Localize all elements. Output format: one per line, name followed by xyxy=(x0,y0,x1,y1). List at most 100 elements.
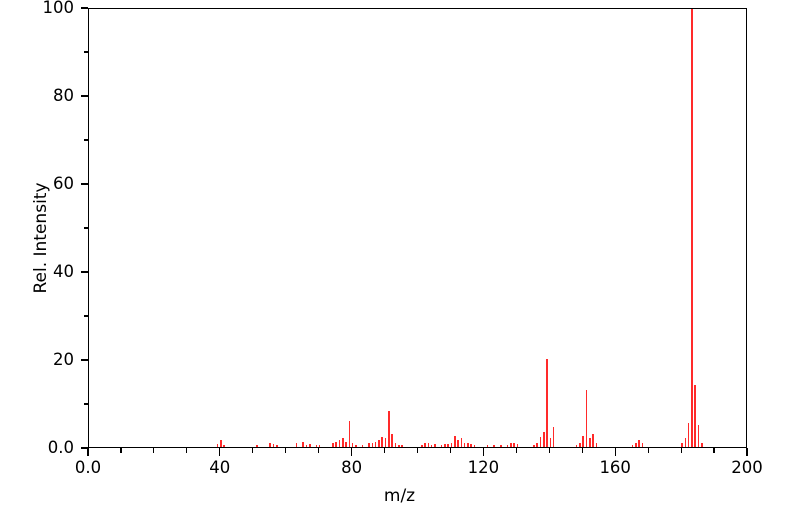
peak-line xyxy=(295,442,298,447)
peak-line xyxy=(256,444,258,447)
peak-line xyxy=(546,359,548,447)
peak-line xyxy=(486,444,489,447)
peak-line xyxy=(341,438,344,447)
x-tick-major xyxy=(614,448,616,456)
peak-line xyxy=(430,444,433,447)
x-tick-minor xyxy=(186,448,188,453)
x-tick-label: 160 xyxy=(599,458,631,477)
peak-line xyxy=(308,443,311,447)
y-tick-label: 60 xyxy=(53,173,74,193)
x-tick-major xyxy=(87,448,89,456)
peak-line xyxy=(506,444,509,447)
y-tick-major xyxy=(81,359,88,361)
x-tick-minor xyxy=(285,448,287,453)
peak-line xyxy=(427,442,430,447)
peak-line xyxy=(378,440,380,447)
peak-line xyxy=(694,385,697,447)
peak-line xyxy=(552,427,555,447)
peak-line xyxy=(701,443,703,447)
peak-line xyxy=(509,442,512,447)
peak-line xyxy=(355,444,357,447)
y-tick-label: 20 xyxy=(53,349,74,369)
peak-line xyxy=(305,444,308,447)
x-tick-minor xyxy=(416,448,419,453)
y-tick-major xyxy=(81,95,88,97)
peak-line xyxy=(460,438,463,447)
peak-line xyxy=(697,425,700,447)
y-tick-minor xyxy=(84,315,88,317)
y-tick-major xyxy=(81,183,88,185)
peak-line xyxy=(467,442,469,447)
x-tick-minor xyxy=(713,448,715,453)
peak-line xyxy=(687,422,690,447)
peak-line xyxy=(272,444,275,447)
peak-line xyxy=(388,410,390,447)
y-tick-minor xyxy=(84,51,88,53)
peak-line xyxy=(374,441,377,447)
peak-line xyxy=(453,436,456,447)
peak-line xyxy=(381,437,384,447)
peak-line xyxy=(681,442,683,447)
peak-line xyxy=(220,440,222,447)
peak-line xyxy=(302,441,304,447)
x-tick-label: 120 xyxy=(467,458,500,477)
peak-line xyxy=(470,444,472,447)
y-tick-major xyxy=(81,447,88,449)
x-tick-minor xyxy=(252,448,254,453)
peak-line xyxy=(216,444,219,447)
x-tick-minor xyxy=(581,448,583,453)
x-tick-label: 80 xyxy=(341,458,363,477)
peak-line xyxy=(457,439,459,447)
x-tick-major xyxy=(482,448,485,456)
peak-line xyxy=(345,441,347,447)
peak-line xyxy=(595,443,598,447)
peak-line xyxy=(638,440,641,447)
x-axis-label: m/z xyxy=(383,486,416,506)
peak-line xyxy=(368,443,370,447)
plot-area xyxy=(88,8,747,448)
peak-line xyxy=(424,443,426,447)
peak-line xyxy=(635,442,637,447)
peak-line xyxy=(335,442,337,447)
peak-line xyxy=(539,437,542,447)
x-tick-label: 0.0 xyxy=(74,458,102,477)
peak-line xyxy=(579,442,581,447)
peak-line xyxy=(351,442,354,447)
spectrum-peaks xyxy=(89,9,746,447)
peak-line xyxy=(361,444,364,447)
x-tick-major xyxy=(350,448,353,456)
y-tick-label: 0.0 xyxy=(47,437,74,457)
y-tick-major xyxy=(81,271,88,273)
peak-line xyxy=(536,442,538,447)
peak-line xyxy=(420,444,423,447)
peak-line xyxy=(338,440,341,447)
x-tick-minor xyxy=(318,448,320,453)
x-tick-minor xyxy=(449,448,452,453)
peak-line xyxy=(542,431,545,447)
peak-line xyxy=(575,444,578,447)
peak-line xyxy=(473,445,476,447)
peak-line xyxy=(391,433,393,447)
x-tick-minor xyxy=(548,448,550,453)
peak-line xyxy=(463,442,466,447)
peak-line xyxy=(223,444,225,447)
peak-line xyxy=(641,443,644,447)
peak-line xyxy=(384,438,387,447)
peak-line xyxy=(397,444,400,447)
y-tick-minor xyxy=(84,227,88,229)
peak-line xyxy=(589,438,591,447)
peak-line xyxy=(447,444,449,447)
peak-line xyxy=(444,444,446,447)
peak-line xyxy=(684,438,687,447)
peak-line xyxy=(691,9,693,447)
peak-line xyxy=(332,443,334,447)
x-tick-minor xyxy=(120,448,122,453)
x-tick-major xyxy=(219,448,221,456)
y-tick-minor xyxy=(84,403,88,405)
x-tick-minor xyxy=(680,448,682,453)
y-tick-label: 80 xyxy=(53,85,74,105)
x-tick-minor xyxy=(515,448,517,453)
peak-line xyxy=(434,444,436,447)
peak-line xyxy=(450,443,453,447)
